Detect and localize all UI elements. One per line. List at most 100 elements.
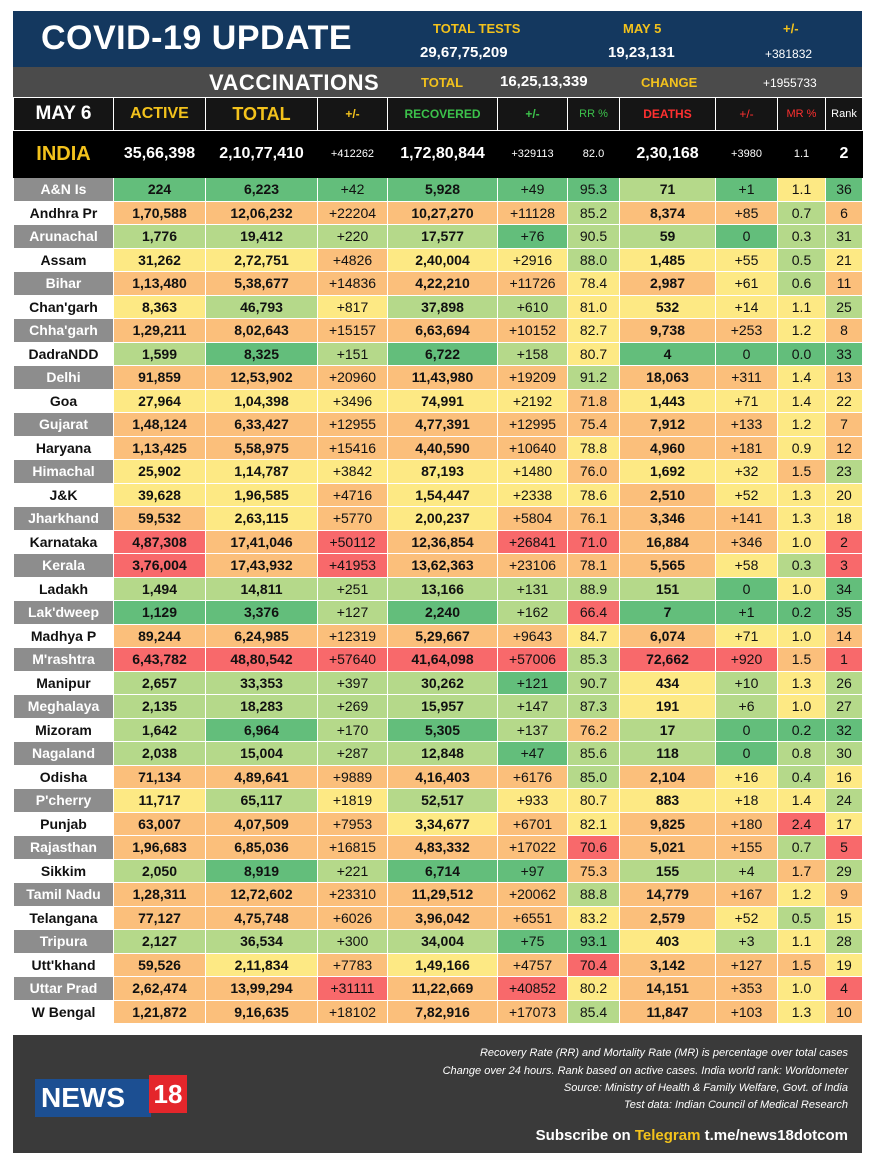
logo-text: NEWS: [35, 1079, 151, 1117]
state-rr: 78.8: [567, 435, 620, 460]
state-deaths: 118: [619, 741, 716, 766]
state-rr: 88.9: [567, 576, 620, 601]
state-mr: 1.5: [777, 952, 826, 977]
state-mr: 1.1: [777, 177, 826, 202]
state-recovered: 34,004: [387, 929, 498, 954]
india-rank: 2: [825, 130, 863, 178]
date-header: MAY 6: [13, 97, 114, 131]
state-active: 2,127: [113, 929, 206, 954]
telegram-link[interactable]: t.me/news18dotcom: [704, 1127, 848, 1144]
state-total: 13,99,294: [205, 976, 318, 1001]
state-active: 2,038: [113, 741, 206, 766]
state-active: 11,717: [113, 788, 206, 813]
state-total: 2,63,115: [205, 506, 318, 531]
footer: NEWS 18 Recovery Rate (RR) and Mortality…: [13, 1035, 862, 1153]
state-rank: 33: [825, 341, 863, 366]
state-recovered: 1,54,447: [387, 482, 498, 507]
table-row: Haryana 1,13,425 5,58,975 +15416 4,40,590 +10…: [13, 435, 863, 460]
table-row: J&K 39,628 1,96,585 +4716 1,54,447 +2338 78.6 2…: [13, 482, 863, 507]
state-name: M'rashtra: [13, 647, 114, 672]
state-rank: 12: [825, 435, 863, 460]
state-total-change: +12955: [317, 412, 388, 437]
state-total: 2,11,834: [205, 952, 318, 977]
state-rr: 88.8: [567, 882, 620, 907]
india-rr: 82.0: [567, 130, 620, 178]
table-row: Madhya P 89,244 6,24,985 +12319 5,29,667 +964…: [13, 623, 863, 648]
total-header: TOTAL: [205, 97, 318, 131]
state-mr: 1.3: [777, 999, 826, 1024]
table-row: Meghalaya 2,135 18,283 +269 15,957 +147 87.3 19…: [13, 694, 863, 719]
state-mr: 0.7: [777, 200, 826, 225]
state-name: Arunachal: [13, 224, 114, 249]
state-mr: 1.0: [777, 976, 826, 1001]
state-name: Delhi: [13, 365, 114, 390]
state-rank: 29: [825, 858, 863, 883]
state-deaths: 7: [619, 600, 716, 625]
vacc-change-label: CHANGE: [641, 75, 698, 90]
state-recovered-change: +162: [497, 600, 568, 625]
state-deaths: 18,063: [619, 365, 716, 390]
state-total: 17,41,046: [205, 529, 318, 554]
state-rr: 85.2: [567, 200, 620, 225]
state-total-change: +14836: [317, 271, 388, 296]
state-recovered: 15,957: [387, 694, 498, 719]
state-active: 1,599: [113, 341, 206, 366]
active-header: ACTIVE: [113, 97, 206, 131]
state-rank: 1: [825, 647, 863, 672]
state-rr: 71.8: [567, 388, 620, 413]
state-name: Odisha: [13, 764, 114, 789]
state-rr: 80.7: [567, 341, 620, 366]
state-recovered-change: +20062: [497, 882, 568, 907]
vacc-change-value: +1955733: [763, 76, 817, 90]
state-deaths: 9,738: [619, 318, 716, 343]
state-name: Mizoram: [13, 717, 114, 742]
state-recovered: 6,63,694: [387, 318, 498, 343]
state-rank: 27: [825, 694, 863, 719]
state-rank: 20: [825, 482, 863, 507]
state-name: Meghalaya: [13, 694, 114, 719]
state-rr: 80.7: [567, 788, 620, 813]
state-rank: 34: [825, 576, 863, 601]
state-deaths-change: +155: [715, 835, 778, 860]
state-recovered-change: +6176: [497, 764, 568, 789]
state-recovered: 17,577: [387, 224, 498, 249]
state-name: Ladakh: [13, 576, 114, 601]
state-rank: 14: [825, 623, 863, 648]
state-deaths: 4,960: [619, 435, 716, 460]
state-total: 6,223: [205, 177, 318, 202]
state-mr: 2.4: [777, 811, 826, 836]
state-deaths: 71: [619, 177, 716, 202]
state-name: Madhya P: [13, 623, 114, 648]
state-total: 1,04,398: [205, 388, 318, 413]
state-active: 1,13,480: [113, 271, 206, 296]
state-total-change: +1819: [317, 788, 388, 813]
table-row: P'cherry 11,717 65,117 +1819 52,517 +933 80.7 8…: [13, 788, 863, 813]
state-rank: 3: [825, 553, 863, 578]
state-deaths: 191: [619, 694, 716, 719]
state-total-change: +287: [317, 741, 388, 766]
state-mr: 1.4: [777, 388, 826, 413]
state-rr: 82.1: [567, 811, 620, 836]
state-active: 1,642: [113, 717, 206, 742]
state-total-change: +300: [317, 929, 388, 954]
may5-value: 19,23,131: [608, 44, 675, 61]
state-recovered: 11,29,512: [387, 882, 498, 907]
state-total-change: +7783: [317, 952, 388, 977]
state-name: Telangana: [13, 905, 114, 930]
state-name: Chha'garh: [13, 318, 114, 343]
state-deaths: 6,074: [619, 623, 716, 648]
state-recovered-change: +12995: [497, 412, 568, 437]
subscribe-line: Subscribe on Telegram t.me/news18dotcom: [536, 1127, 848, 1144]
india-total-change: +412262: [317, 130, 388, 178]
state-recovered-change: +137: [497, 717, 568, 742]
news18-logo: NEWS 18: [35, 1075, 187, 1117]
state-total: 4,75,748: [205, 905, 318, 930]
state-name: Punjab: [13, 811, 114, 836]
state-total-change: +170: [317, 717, 388, 742]
state-name: Tripura: [13, 929, 114, 954]
state-total: 14,811: [205, 576, 318, 601]
state-deaths-change: +61: [715, 271, 778, 296]
state-recovered-change: +10152: [497, 318, 568, 343]
state-name: Kerala: [13, 553, 114, 578]
state-deaths-change: +353: [715, 976, 778, 1001]
